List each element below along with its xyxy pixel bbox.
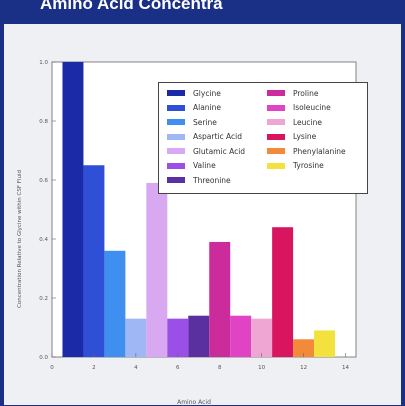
legend-item-threonine: Threonine [167, 174, 231, 186]
y-tick-label: 0.6 [39, 178, 48, 184]
x-tick-label: 8 [218, 365, 222, 371]
bar-leucine [251, 318, 273, 357]
bar-valine [167, 318, 189, 357]
chart-screen: 0.0 0.2 0.4 0.6 0.8 1.0 0 2 4 6 8 10 12 14 Concentrat… [4, 24, 401, 406]
x-tick-label: 2 [92, 365, 96, 371]
legend-swatch [267, 104, 285, 111]
legend-label: Glycine [193, 88, 221, 98]
slide-title: Amino Acid Concentra [40, 0, 223, 13]
legend-label: Serine [193, 117, 217, 127]
legend-swatch [167, 119, 185, 125]
y-axis-label: Concentration Relative to Glycine within… [17, 170, 23, 308]
legend-item-valine: Valine [167, 160, 216, 172]
legend-item-serine: Serine [167, 116, 217, 128]
y-tick-label: 0.8 [39, 119, 48, 125]
bar-aspartic-acid [125, 318, 147, 357]
legend-item-lysine: Lysine [267, 131, 316, 143]
bar-alanine [83, 165, 105, 357]
legend-item-leucine: Leucine [267, 116, 322, 128]
bar-threonine [188, 315, 210, 357]
y-tick-label: 0.4 [39, 237, 48, 243]
bar-glycine [62, 62, 84, 357]
legend-label: Leucine [293, 117, 322, 127]
x-tick-label: 0 [50, 365, 54, 371]
legend-swatch [267, 90, 285, 96]
bar-glutamic-acid [146, 182, 168, 357]
legend-label: Valine [193, 161, 216, 170]
y-tick-label: 0.2 [39, 296, 48, 302]
legend-swatch [267, 148, 285, 154]
legend-label: Threonine [193, 175, 231, 185]
legend-item-phenylalanine: Phenylalanine [267, 145, 346, 157]
legend-label: Isoleucine [293, 103, 331, 112]
legend-item-proline: Proline [267, 87, 318, 99]
legend-label: Phenylalanine [293, 146, 346, 156]
x-tick-label: 12 [300, 365, 307, 371]
y-tick-label: 0.0 [39, 355, 48, 361]
legend-label: Lysine [293, 132, 317, 141]
bar-lysine [272, 227, 294, 357]
x-tick-label: 10 [258, 365, 265, 371]
legend-label: Glutamic Acid [193, 146, 246, 156]
legend-label: Proline [293, 88, 319, 98]
bar-tyrosine [314, 330, 336, 357]
legend-swatch [167, 162, 185, 169]
x-tick-label: 6 [176, 365, 180, 371]
legend-item-isoleucine: Isoleucine [267, 102, 331, 114]
legend-swatch [267, 119, 285, 125]
legend-label: Alanine [193, 103, 222, 112]
legend-swatch [167, 133, 185, 140]
legend-swatch [167, 104, 185, 111]
bar-isoleucine [230, 315, 252, 357]
legend-label: Tyrosine [293, 161, 324, 170]
legend-item-tyrosine: Tyrosine [267, 160, 324, 172]
legend-item-aspartic-acid: Aspartic Acid [167, 131, 242, 143]
legend-swatch [167, 177, 185, 183]
legend-item-alanine: Alanine [167, 102, 221, 114]
legend-label: Aspartic Acid [193, 132, 242, 141]
legend-swatch [267, 133, 285, 140]
x-axis-label: Amino Acid [177, 399, 211, 406]
legend-item-glycine: Glycine [167, 87, 221, 99]
legend-swatch [167, 148, 185, 154]
legend-item-glutamic-acid: Glutamic Acid [167, 145, 245, 157]
chart-legend: Glycine Alanine Serine Aspartic Acid Glutami… [158, 82, 368, 194]
y-tick-label: 1.0 [39, 60, 48, 66]
bar-phenylalanine [293, 339, 315, 357]
x-tick-label: 14 [342, 365, 349, 371]
legend-swatch [167, 90, 185, 96]
legend-swatch [267, 162, 285, 169]
x-tick-label: 4 [134, 365, 138, 371]
bar-proline [209, 241, 231, 357]
bar-serine [104, 250, 126, 357]
